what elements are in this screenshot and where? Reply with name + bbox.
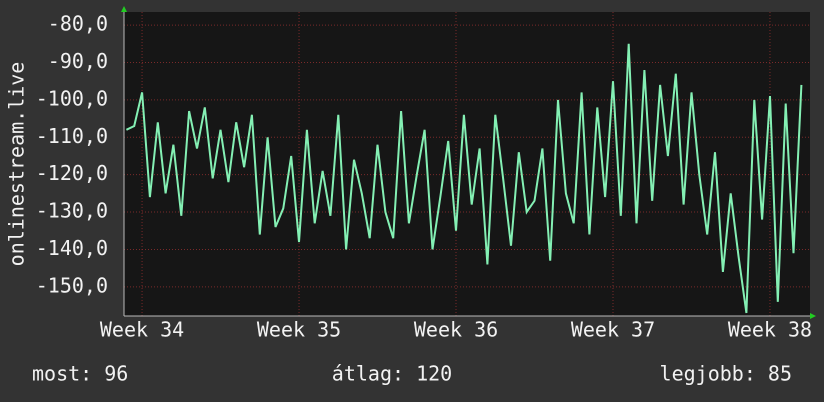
x-tick-label: Week 34 xyxy=(100,318,184,342)
y-tick-label: -110,0 xyxy=(36,124,108,148)
y-tick-label: -80,0 xyxy=(48,12,108,36)
stat-current: most: 96 xyxy=(32,362,128,386)
plot-area xyxy=(124,12,810,316)
y-tick-label: -90,0 xyxy=(48,49,108,73)
y-tick-label: -100,0 xyxy=(36,86,108,110)
y-tick-label: -130,0 xyxy=(36,199,108,223)
y-tick-label: -120,0 xyxy=(36,161,108,185)
stat-best: legjobb: 85 xyxy=(660,362,792,386)
x-tick-label: Week 38 xyxy=(728,318,812,342)
axis-arrow xyxy=(121,6,127,12)
x-tick-label: Week 37 xyxy=(571,318,655,342)
y-axis-label: onlinestream.live xyxy=(5,62,29,267)
y-tick-label: -140,0 xyxy=(36,236,108,260)
stat-average: átlag: 120 xyxy=(332,362,452,386)
x-tick-label: Week 35 xyxy=(257,318,341,342)
axis-arrow xyxy=(810,313,816,319)
data-line xyxy=(125,43,803,314)
x-tick-label: Week 36 xyxy=(414,318,498,342)
y-tick-label: -150,0 xyxy=(36,273,108,297)
